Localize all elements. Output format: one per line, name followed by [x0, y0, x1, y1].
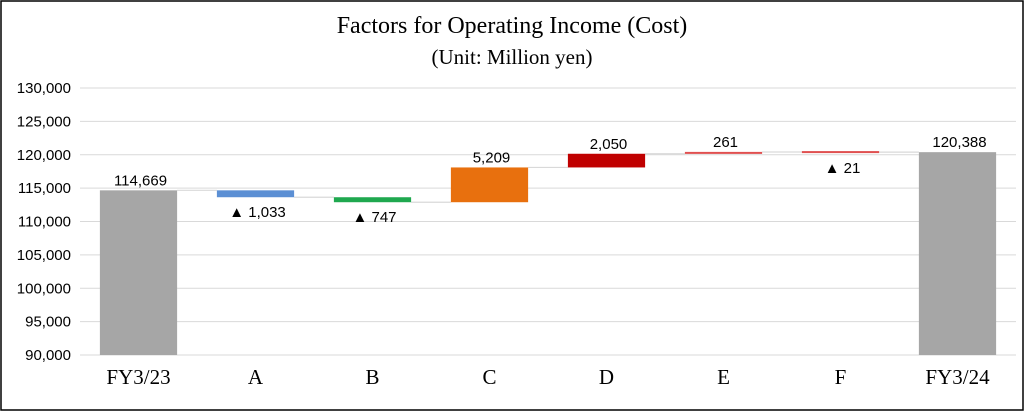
x-tick-label: FY3/23 — [106, 365, 170, 389]
x-tick-label: E — [717, 365, 730, 389]
gridlines — [80, 87, 1016, 356]
bar-b — [333, 197, 412, 203]
chart-title: Factors for Operating Income (Cost) — [337, 13, 688, 39]
value-label: 114,669 — [114, 172, 167, 189]
y-tick-label: 105,000 — [17, 247, 71, 264]
y-tick-label: 125,000 — [17, 113, 71, 130]
value-label: ▲ 747 — [352, 209, 396, 226]
y-tick-label: 120,000 — [17, 147, 71, 164]
x-tick-label: FY3/24 — [925, 365, 990, 389]
connectors — [177, 151, 919, 203]
x-axis: FY3/23 A B C D E F FY3/24 — [106, 365, 990, 389]
x-tick-label: C — [482, 365, 496, 389]
y-axis: 90,000 95,000 100,000 105,000 110,000 115,000… — [17, 80, 71, 364]
y-tick-label: 95,000 — [25, 314, 71, 331]
y-tick-label: 110,000 — [18, 214, 71, 231]
bar-f — [801, 151, 880, 154]
value-label: 120,388 — [932, 134, 986, 151]
value-label: 5,209 — [473, 149, 511, 166]
value-label: 261 — [713, 134, 738, 151]
bar-fy3-23 — [99, 190, 178, 355]
bar-fy3-24 — [918, 152, 997, 355]
chart-subtitle: (Unit: Million yen) — [432, 45, 593, 69]
y-tick-label: 130,000 — [17, 80, 71, 97]
value-label: ▲ 1,033 — [229, 204, 286, 221]
bars — [99, 151, 997, 355]
x-tick-label: B — [365, 365, 379, 389]
bar-a — [216, 190, 295, 198]
bar-c — [450, 167, 529, 203]
bar-d — [567, 153, 646, 168]
value-label: 2,050 — [590, 136, 628, 153]
y-tick-label: 100,000 — [17, 280, 71, 297]
x-tick-label: D — [599, 365, 614, 389]
x-tick-label: A — [248, 365, 264, 389]
x-tick-label: F — [835, 365, 847, 389]
y-tick-label: 90,000 — [25, 347, 71, 364]
value-label: ▲ 21 — [825, 160, 861, 177]
value-labels: 114,669 ▲ 1,033 ▲ 747 5,209 2,050 261 ▲ 21 120,… — [114, 134, 987, 226]
bar-e — [684, 151, 763, 154]
y-tick-label: 115,000 — [18, 180, 71, 197]
